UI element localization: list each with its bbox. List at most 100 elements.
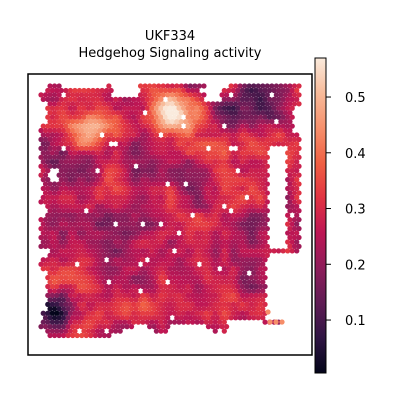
spot-point (97, 127, 103, 134)
spot-point (97, 288, 103, 294)
spot-point (90, 150, 96, 156)
spot-point (94, 141, 101, 147)
spot-point (178, 297, 184, 303)
spot-point (119, 243, 126, 250)
spot-point (131, 230, 137, 236)
spot-point (49, 123, 55, 129)
spot-point (147, 181, 153, 187)
spot-point (140, 159, 146, 165)
spot-point (242, 163, 248, 169)
spot-point (178, 243, 184, 250)
spot-point (251, 315, 257, 321)
spot-point (246, 190, 252, 196)
spot-point (42, 145, 49, 152)
spot-point (156, 181, 162, 187)
spot-point (51, 163, 58, 169)
spot-point (169, 83, 175, 89)
spot-point (42, 181, 49, 187)
spot-point (88, 234, 94, 241)
spot-point (51, 225, 58, 232)
spot-point (45, 105, 51, 111)
spot-point (56, 110, 62, 116)
spot-point (194, 87, 200, 94)
spot-point (174, 199, 180, 205)
spot-point (230, 301, 236, 307)
spot-point (185, 274, 191, 281)
spot-point (42, 92, 49, 98)
spot-point (88, 217, 94, 223)
spot-point (58, 194, 64, 201)
spot-point (119, 234, 126, 241)
spot-point (228, 154, 234, 160)
spot-point (104, 203, 110, 209)
spot-point (92, 225, 98, 232)
spot-point (97, 252, 103, 258)
spot-point (214, 127, 221, 134)
spot-point (72, 319, 78, 325)
spot-point (174, 83, 180, 89)
spot-point (149, 248, 155, 254)
spot-point (63, 123, 69, 129)
spot-point (131, 203, 137, 209)
spot-point (106, 154, 112, 160)
spot-point (233, 288, 239, 294)
spot-point (104, 274, 110, 281)
spot-point (115, 190, 121, 196)
spot-point (67, 328, 74, 334)
spot-point (187, 261, 193, 267)
spot-point (260, 217, 266, 223)
spot-point (149, 96, 155, 103)
spot-point (208, 257, 214, 263)
spot-point (226, 292, 232, 299)
spot-point (214, 181, 221, 187)
spot-point (167, 230, 173, 236)
spot-point (226, 114, 232, 120)
spot-point (287, 243, 293, 250)
spot-point (187, 92, 193, 98)
spot-point (88, 243, 94, 250)
spot-point (76, 176, 83, 183)
spot-point (140, 141, 146, 147)
spot-point (106, 252, 112, 258)
spot-point (183, 119, 189, 125)
spot-point (162, 212, 169, 218)
spot-point (221, 185, 227, 192)
spot-point (203, 150, 209, 156)
spot-point (244, 123, 250, 129)
spot-point (72, 328, 78, 334)
spot-point (88, 92, 94, 98)
spot-point (54, 257, 60, 263)
spot-point (253, 310, 259, 316)
spot-point (257, 114, 264, 120)
spot-point (253, 212, 259, 218)
spot-point (248, 274, 255, 281)
spot-point (51, 119, 58, 125)
spot-point (244, 132, 250, 138)
spot-point (178, 306, 184, 312)
spot-point (126, 96, 132, 103)
spot-point (133, 234, 139, 241)
spot-point (97, 217, 103, 223)
spot-point (162, 132, 169, 138)
spot-point (115, 181, 121, 187)
spot-point (144, 274, 150, 281)
spot-point (144, 319, 150, 325)
spot-point (273, 110, 279, 116)
spot-point (54, 221, 60, 227)
spot-point (149, 194, 155, 201)
spot-point (147, 279, 153, 285)
spot-point (104, 105, 110, 111)
spot-point (56, 315, 62, 321)
spot-point (47, 279, 53, 285)
spot-point (287, 145, 293, 152)
spot-point (92, 252, 98, 258)
spot-point (176, 266, 182, 272)
spot-point (160, 208, 166, 214)
spot-point (65, 279, 71, 285)
spot-point (119, 324, 126, 330)
spot-point (94, 96, 101, 103)
spot-point (135, 212, 141, 218)
spot-point (174, 252, 180, 258)
spot-point (142, 208, 148, 214)
spot-point (108, 132, 114, 138)
